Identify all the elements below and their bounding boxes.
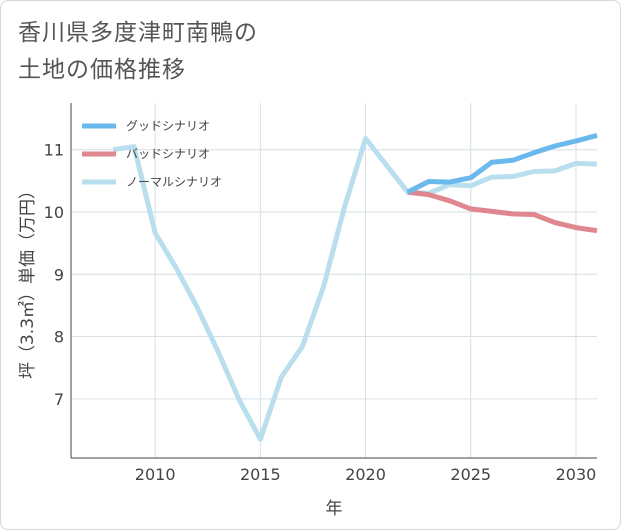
x-tick-label: 2015	[240, 465, 281, 484]
x-tick-label: 2030	[556, 465, 597, 484]
axes: 2010 2015 2020 2025 2030 7 8 9 10 11	[44, 103, 597, 484]
y-tick-label: 8	[54, 328, 64, 347]
series-line-0	[406, 132, 598, 195]
y-tick-label: 9	[54, 265, 64, 284]
chart-title-line-2: 土地の価格推移	[18, 57, 186, 83]
series-lines	[112, 132, 598, 442]
y-tick-label: 7	[54, 390, 64, 409]
x-tick-label: 2020	[345, 465, 386, 484]
legend-label: ノーマルシナリオ	[126, 175, 222, 189]
x-axis-label: 年	[326, 499, 343, 519]
x-tick-label: 2010	[135, 465, 176, 484]
series-line-1	[407, 189, 598, 234]
y-axis-label: 坪（3.3㎡）単価（万円）	[18, 182, 38, 379]
chart-title: 香川県多度津町南鴨の 土地の価格推移	[18, 15, 578, 89]
chart-title-line-1: 香川県多度津町南鴨の	[18, 20, 258, 46]
y-tick-label: 11	[44, 141, 64, 160]
y-tick-label: 10	[44, 203, 64, 222]
series-line-2	[112, 136, 598, 442]
legend-label: グッドシナリオ	[126, 119, 210, 133]
grid-lines	[71, 103, 597, 458]
legend-label: バッドシナリオ	[126, 147, 210, 161]
x-tick-label: 2025	[450, 465, 491, 484]
